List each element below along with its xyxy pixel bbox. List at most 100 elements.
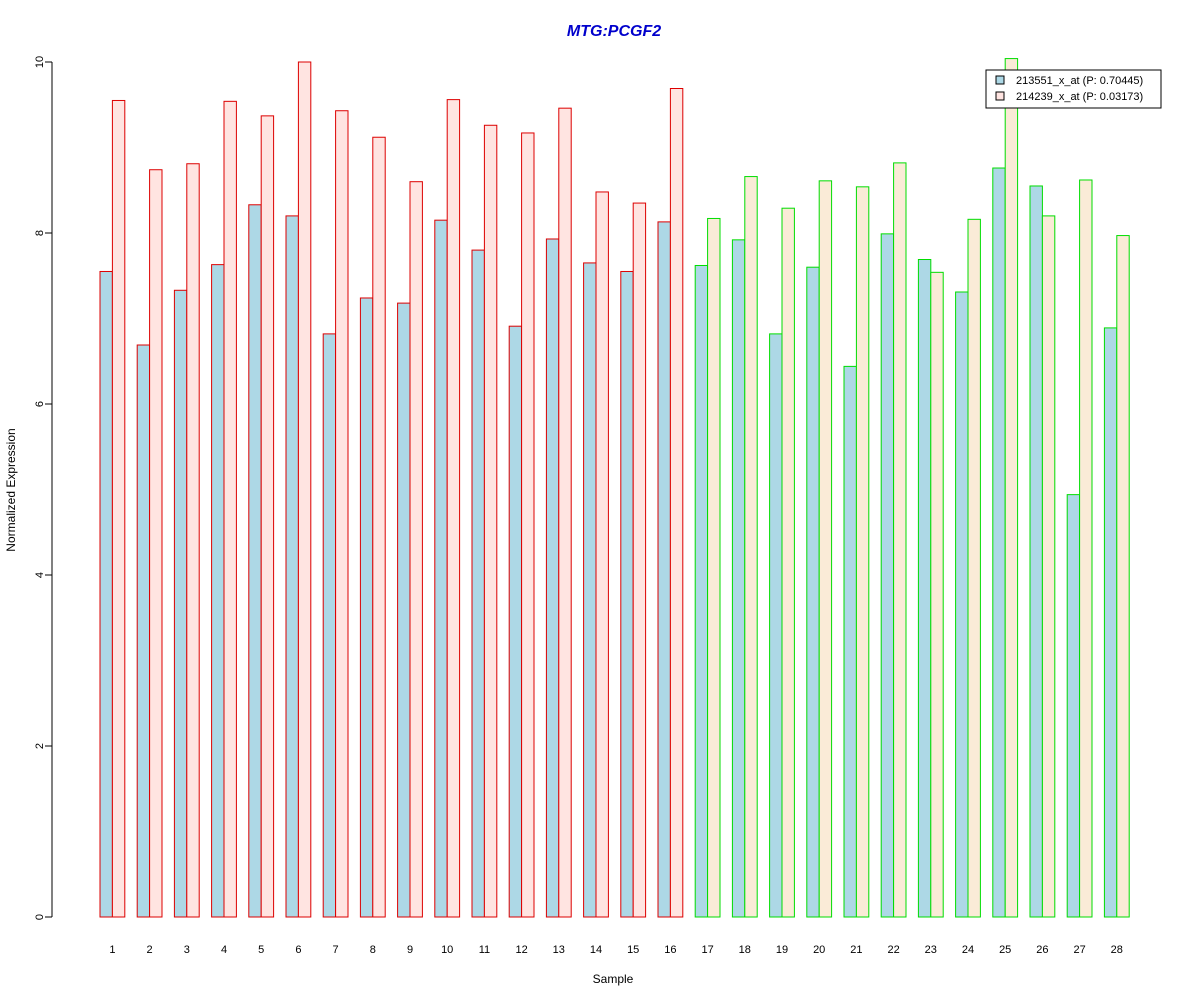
bar-series-2: [149, 169, 163, 918]
bar-series-1: [843, 365, 857, 918]
bar-series-1: [1066, 494, 1081, 918]
bar-series-2: [781, 207, 795, 918]
bar-series-1: [731, 239, 746, 918]
legend: 213551_x_at (P: 0.70445) 214239_x_at (P: …: [985, 69, 1162, 109]
bar-series-1: [248, 204, 262, 918]
bar-series-2: [1116, 235, 1130, 918]
chart-title: MTG:PCGF2: [567, 23, 661, 40]
bar-series-2: [855, 186, 870, 918]
bar-series-2: [446, 99, 461, 918]
bar-series-1: [285, 215, 299, 918]
bar-series-2: [967, 218, 981, 918]
bar-series-1: [508, 325, 523, 918]
y-tick-label: 4: [34, 572, 46, 578]
bar-series-2: [111, 99, 126, 918]
bar-series-1: [880, 233, 895, 918]
x-tick-label: 11: [479, 944, 490, 956]
bar-series-2: [632, 202, 647, 918]
bar-series-1: [694, 264, 709, 918]
bar-series-1: [397, 302, 411, 918]
y-tick-label: 6: [34, 401, 46, 407]
bar-series-2: [669, 88, 684, 918]
bar-series-1: [471, 249, 485, 918]
x-tick-label: 13: [553, 944, 565, 956]
bar-series-1: [545, 238, 560, 918]
x-tick-label: 10: [441, 944, 453, 956]
x-tick-label: 26: [1036, 944, 1048, 956]
bar-series-1: [806, 266, 820, 918]
x-tick-label: 14: [590, 944, 602, 956]
bar-series-2: [1004, 58, 1019, 918]
legend-label: 213551_x_at (P: 0.70445): [1016, 75, 1143, 87]
bar-series-2: [409, 181, 423, 918]
y-tick-label: 0: [34, 914, 46, 920]
bar-series-2: [186, 163, 200, 918]
x-tick-label: 5: [258, 944, 264, 956]
bar-series-2: [260, 115, 275, 918]
legend-swatch: [995, 91, 1005, 101]
x-tick-label: 19: [776, 944, 788, 956]
x-tick-label: 17: [701, 944, 713, 956]
bar-series-1: [99, 270, 113, 918]
x-tick-label: 2: [147, 944, 153, 956]
y-tick-label: 2: [34, 743, 46, 749]
bar-series-1: [1029, 185, 1043, 918]
legend-box: [985, 69, 1162, 109]
x-tick-label: 15: [627, 944, 639, 956]
bar-series-2: [223, 100, 237, 918]
bar-series-1: [955, 291, 969, 918]
bar-series-1: [657, 221, 671, 918]
x-tick-label: 6: [295, 944, 301, 956]
x-tick-label: 9: [407, 944, 413, 956]
bar-series-1: [211, 264, 225, 918]
x-tick-label: 22: [887, 944, 899, 956]
bar-series-1: [173, 289, 188, 918]
bars: [99, 58, 1130, 918]
bar-series-1: [434, 219, 448, 918]
x-tick-label: 28: [1111, 944, 1123, 956]
bar-series-2: [372, 136, 386, 918]
bar-series-2: [707, 217, 721, 918]
bar-series-2: [930, 271, 944, 918]
bar-series-2: [297, 61, 312, 918]
x-tick-label: 4: [221, 944, 227, 956]
x-tick-label: 25: [999, 944, 1011, 956]
y-axis: 0 2 4 6 8 10: [34, 56, 53, 920]
x-tick-label: 16: [664, 944, 676, 956]
x-tick-label: 8: [370, 944, 376, 956]
bar-series-1: [1103, 327, 1118, 918]
x-tick-label: 7: [333, 944, 339, 956]
bar-series-2: [558, 107, 572, 918]
bar-series-2: [818, 180, 833, 918]
x-tick-label: 20: [813, 944, 825, 956]
x-tick-label: 23: [925, 944, 937, 956]
x-tick-label: 24: [962, 944, 974, 956]
x-tick-label: 21: [850, 944, 862, 956]
x-tick-label: 18: [739, 944, 751, 956]
bar-series-1: [359, 297, 374, 918]
x-tick-labels: 1 2 3 4 5 6 7 8 9 10 11 12 13 14 15 16 17 18 19 20 21 22 23 24 2…: [109, 944, 1123, 956]
y-axis-label: Normalized Expression: [4, 428, 18, 551]
x-axis-label: Sample: [593, 972, 634, 986]
y-tick-label: 10: [34, 56, 46, 68]
x-tick-label: 12: [515, 944, 527, 956]
bar-series-1: [583, 262, 597, 918]
bar-series-2: [595, 191, 609, 918]
bar-series-2: [1041, 215, 1056, 918]
bar-series-2: [1079, 179, 1093, 918]
bar-series-2: [744, 176, 758, 918]
bar-series-1: [917, 259, 932, 918]
bar-series-1: [620, 270, 634, 918]
x-tick-label: 27: [1073, 944, 1085, 956]
bar-series-2: [521, 132, 535, 918]
bar-series-1: [322, 333, 337, 918]
bar-series-2: [335, 110, 349, 918]
x-tick-label: 1: [109, 944, 115, 956]
legend-swatch: [995, 75, 1005, 85]
bar-series-2: [483, 124, 498, 918]
y-tick-label: 8: [34, 230, 46, 236]
legend-label: 214239_x_at (P: 0.03173): [1016, 91, 1143, 103]
bar-series-1: [136, 344, 151, 918]
bar-series-1: [769, 333, 783, 918]
